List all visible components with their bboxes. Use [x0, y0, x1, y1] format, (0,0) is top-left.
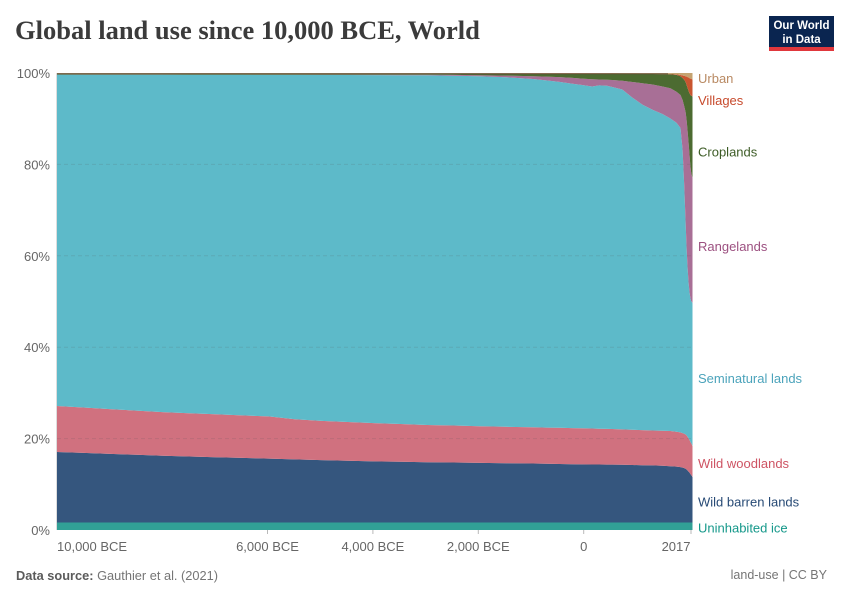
svg-text:Uninhabited ice: Uninhabited ice [698, 521, 788, 536]
svg-text:0: 0 [580, 539, 587, 554]
svg-text:2017: 2017 [662, 539, 691, 554]
svg-text:10,000 BCE: 10,000 BCE [57, 539, 127, 554]
svg-text:Urban: Urban [698, 71, 733, 86]
svg-text:Wild barren lands: Wild barren lands [698, 495, 800, 510]
svg-text:Rangelands: Rangelands [698, 239, 768, 254]
svg-text:40%: 40% [24, 340, 50, 355]
svg-text:Croplands: Croplands [698, 145, 758, 160]
svg-text:Wild woodlands: Wild woodlands [698, 456, 790, 471]
svg-text:100%: 100% [17, 66, 51, 81]
svg-text:60%: 60% [24, 249, 50, 264]
svg-text:2,000 BCE: 2,000 BCE [447, 539, 510, 554]
svg-text:Seminatural lands: Seminatural lands [698, 371, 803, 386]
svg-text:80%: 80% [24, 157, 50, 172]
svg-text:6,000 BCE: 6,000 BCE [236, 539, 299, 554]
svg-text:0%: 0% [31, 523, 50, 538]
svg-text:20%: 20% [24, 432, 50, 447]
svg-text:Villages: Villages [698, 93, 744, 108]
svg-text:4,000 BCE: 4,000 BCE [341, 539, 404, 554]
